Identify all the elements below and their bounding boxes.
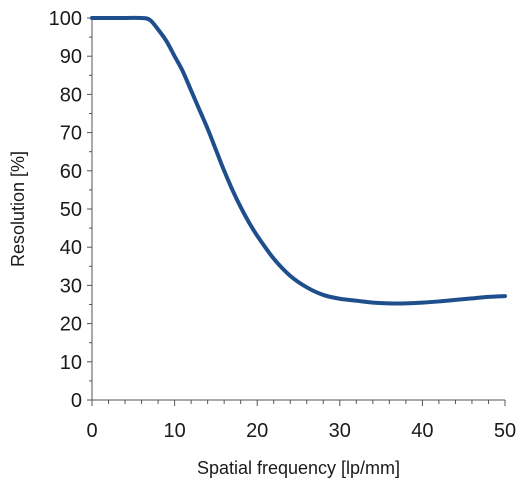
y-tick-label: 60 <box>60 161 82 183</box>
y-tick-label: 30 <box>60 275 82 297</box>
y-tick-label: 40 <box>60 237 82 259</box>
y-tick-label: 10 <box>60 352 82 374</box>
x-tick-label: 0 <box>86 420 97 442</box>
y-tick-label: 0 <box>71 390 82 412</box>
y-tick-label: 50 <box>60 199 82 221</box>
x-tick-label: 50 <box>494 420 516 442</box>
ticks <box>87 17 506 406</box>
x-tick-label: 10 <box>163 420 185 442</box>
x-tick-label: 20 <box>246 420 268 442</box>
x-axis-title: Spatial frequency [lp/mm] <box>197 458 400 478</box>
axes <box>91 18 505 401</box>
x-tick-label: 30 <box>329 420 351 442</box>
y-tick-label: 70 <box>60 123 82 145</box>
x-tick-label: 40 <box>411 420 433 442</box>
y-tick-label: 100 <box>49 8 82 30</box>
y-tick-label: 80 <box>60 84 82 106</box>
y-axis-title: Resolution [%] <box>8 151 28 267</box>
resolution-curve <box>90 15 507 306</box>
y-tick-label: 90 <box>60 46 82 68</box>
y-tick-label: 20 <box>60 314 82 336</box>
series <box>90 15 507 306</box>
tick-labels: 0 10 20 30 40 50 60 70 80 90 100 0 10 20 30 40 50 <box>49 8 517 442</box>
